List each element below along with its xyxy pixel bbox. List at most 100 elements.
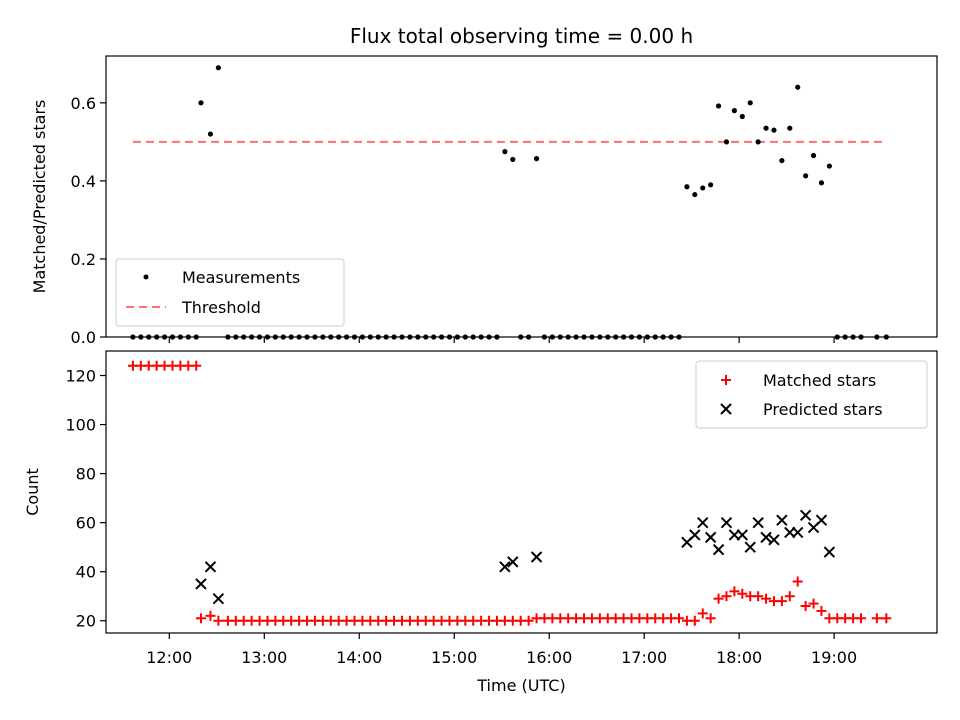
measurement-point <box>668 334 674 340</box>
measurement-point <box>883 334 889 340</box>
top-ytick-label: 0.6 <box>71 94 96 113</box>
measurement-point <box>328 334 334 340</box>
bottom-legend-frame <box>695 360 928 429</box>
chart-title: Flux total observing time = 0.00 h <box>350 24 693 48</box>
measurement-point <box>589 334 595 340</box>
measurement-point <box>215 65 221 71</box>
matched-point <box>673 613 684 624</box>
measurement-point <box>684 184 690 190</box>
measurement-point <box>312 334 318 340</box>
top-y-ticks: 0.0 0.2 0.4 0.6 <box>71 94 106 347</box>
predicted-point <box>776 514 788 526</box>
predicted-point <box>736 529 749 541</box>
measurement-point <box>834 334 840 340</box>
measurement-point <box>375 334 381 340</box>
measurement-point <box>478 334 484 340</box>
measurement-point <box>731 108 737 114</box>
matched-point <box>871 613 882 624</box>
measurement-point <box>130 334 136 340</box>
matched-point <box>856 613 867 624</box>
measurement-point <box>518 334 524 340</box>
matched-point <box>697 608 708 619</box>
measurement-point <box>755 139 761 145</box>
predicted-point <box>712 543 725 556</box>
measurement-point <box>818 180 825 186</box>
bottom-ytick-label: 100 <box>65 416 96 435</box>
measurement-point <box>771 127 777 133</box>
measurement-point <box>256 334 263 340</box>
measurement-point <box>185 334 191 340</box>
legend-label-threshold: Threshold <box>181 298 261 317</box>
top-panel: 0.0 0.2 0.4 0.6 Flux total observing time =… <box>30 24 938 347</box>
measurement-point <box>225 334 231 340</box>
matched-point <box>213 615 224 626</box>
bottom-ytick-label: 60 <box>76 514 96 533</box>
measurement-point <box>747 100 753 106</box>
measurements-series <box>130 65 889 340</box>
matched-point <box>195 613 206 624</box>
legend-label-matched: Matched stars <box>763 371 876 390</box>
predicted-point <box>823 546 836 558</box>
matched-point <box>713 593 724 604</box>
measurement-point <box>336 334 342 340</box>
measurement-point <box>288 334 294 340</box>
measurement-point <box>494 334 500 340</box>
xtick-label: 18:00 <box>716 648 762 667</box>
matched-point <box>800 601 811 612</box>
measurement-point <box>138 334 144 340</box>
bottom-ytick-label: 40 <box>76 563 96 582</box>
matched-point <box>881 613 892 624</box>
measurement-point <box>193 334 199 340</box>
predicted-point <box>752 516 764 529</box>
xtick-label: 15:00 <box>431 648 477 667</box>
measurement-point <box>739 113 745 120</box>
measurement-point <box>803 173 809 179</box>
measurement-point <box>692 191 698 198</box>
top-ytick-label: 0.0 <box>71 328 96 347</box>
matched-point <box>191 360 202 371</box>
predicted-point <box>744 541 756 553</box>
bottom-ytick-label: 80 <box>76 465 96 484</box>
measurement-point <box>708 182 714 188</box>
matched-point <box>705 613 716 624</box>
bottom-ytick-label: 20 <box>76 612 96 631</box>
bottom-panel: 20 40 60 80 100 120 12:00 13:00 14:00 15:00 16:00… <box>23 350 938 695</box>
matched-point <box>689 615 700 626</box>
measurement-point <box>597 334 603 340</box>
predicted-point <box>720 516 733 529</box>
measurement-point <box>423 334 429 340</box>
measurement-point <box>146 334 152 340</box>
measurement-point <box>787 125 793 131</box>
measurement-point <box>161 334 168 340</box>
matched-point <box>205 610 216 621</box>
predicted-point <box>697 516 709 529</box>
measurement-point <box>431 334 437 340</box>
predicted-point <box>204 561 217 573</box>
matched-point <box>753 591 764 602</box>
predicted-point <box>499 561 511 573</box>
measurement-point <box>502 149 508 155</box>
predicted-point <box>792 526 804 539</box>
legend-marker-matched <box>721 375 731 385</box>
measurement-point <box>177 334 183 340</box>
xtick-label: 12:00 <box>146 648 192 667</box>
measurement-point <box>304 334 310 340</box>
measurement-point <box>438 334 445 340</box>
measurement-point <box>264 334 271 340</box>
matched-point <box>737 588 748 599</box>
measurement-point <box>779 157 785 164</box>
measurement-point <box>858 334 864 340</box>
matched-point <box>792 576 803 587</box>
measurement-point <box>296 334 302 340</box>
top-y-axis-label: Matched/Predicted stars <box>30 100 49 294</box>
measurement-point <box>715 103 722 109</box>
measurement-point <box>763 125 769 131</box>
measurement-point <box>233 334 239 340</box>
measurement-point <box>367 334 373 340</box>
measurement-point <box>850 334 856 340</box>
xtick-label: 13:00 <box>241 648 287 667</box>
legend-label-measurements: Measurements <box>182 268 300 287</box>
xtick-label: 14:00 <box>336 648 382 667</box>
measurement-point <box>628 334 635 340</box>
